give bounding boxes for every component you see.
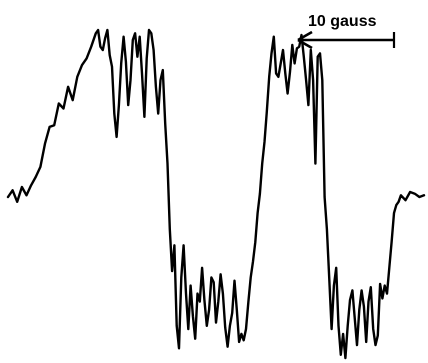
scale-arrow bbox=[297, 30, 394, 50]
scale-bar: 10 gauss bbox=[297, 13, 396, 50]
scale-label: 10 gauss bbox=[308, 13, 377, 30]
spectrum-trace bbox=[6, 28, 426, 360]
